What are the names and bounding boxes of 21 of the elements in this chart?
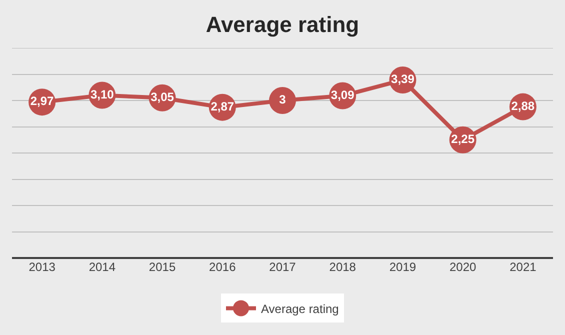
x-tick-label: 2015: [148, 260, 176, 274]
data-label: 2,97: [30, 94, 54, 108]
point: [269, 87, 296, 114]
x-tick-label: 2017: [269, 260, 296, 274]
x-tick-label: 2014: [88, 260, 116, 274]
x-tick-label: 2020: [449, 260, 476, 274]
chart-title: Average rating: [206, 12, 360, 38]
x-tick-label: 2021: [510, 260, 537, 274]
data-label: 3,09: [330, 88, 355, 102]
x-tick-label: 2016: [209, 260, 236, 274]
x-tick-label: 2018: [329, 260, 356, 274]
data-label: 3,05: [150, 90, 174, 104]
x-tick-label: 2019: [389, 260, 416, 274]
x-tick-label: 2013: [28, 260, 56, 274]
data-label: 3,39: [391, 72, 415, 86]
data-label: 3: [279, 92, 286, 106]
data-label: 2,87: [210, 99, 234, 114]
data-label: 2,25: [451, 132, 475, 146]
data-label: 2,88: [511, 98, 535, 113]
data-label: 3,10: [90, 87, 114, 102]
legend-label: Average rating: [261, 302, 339, 316]
